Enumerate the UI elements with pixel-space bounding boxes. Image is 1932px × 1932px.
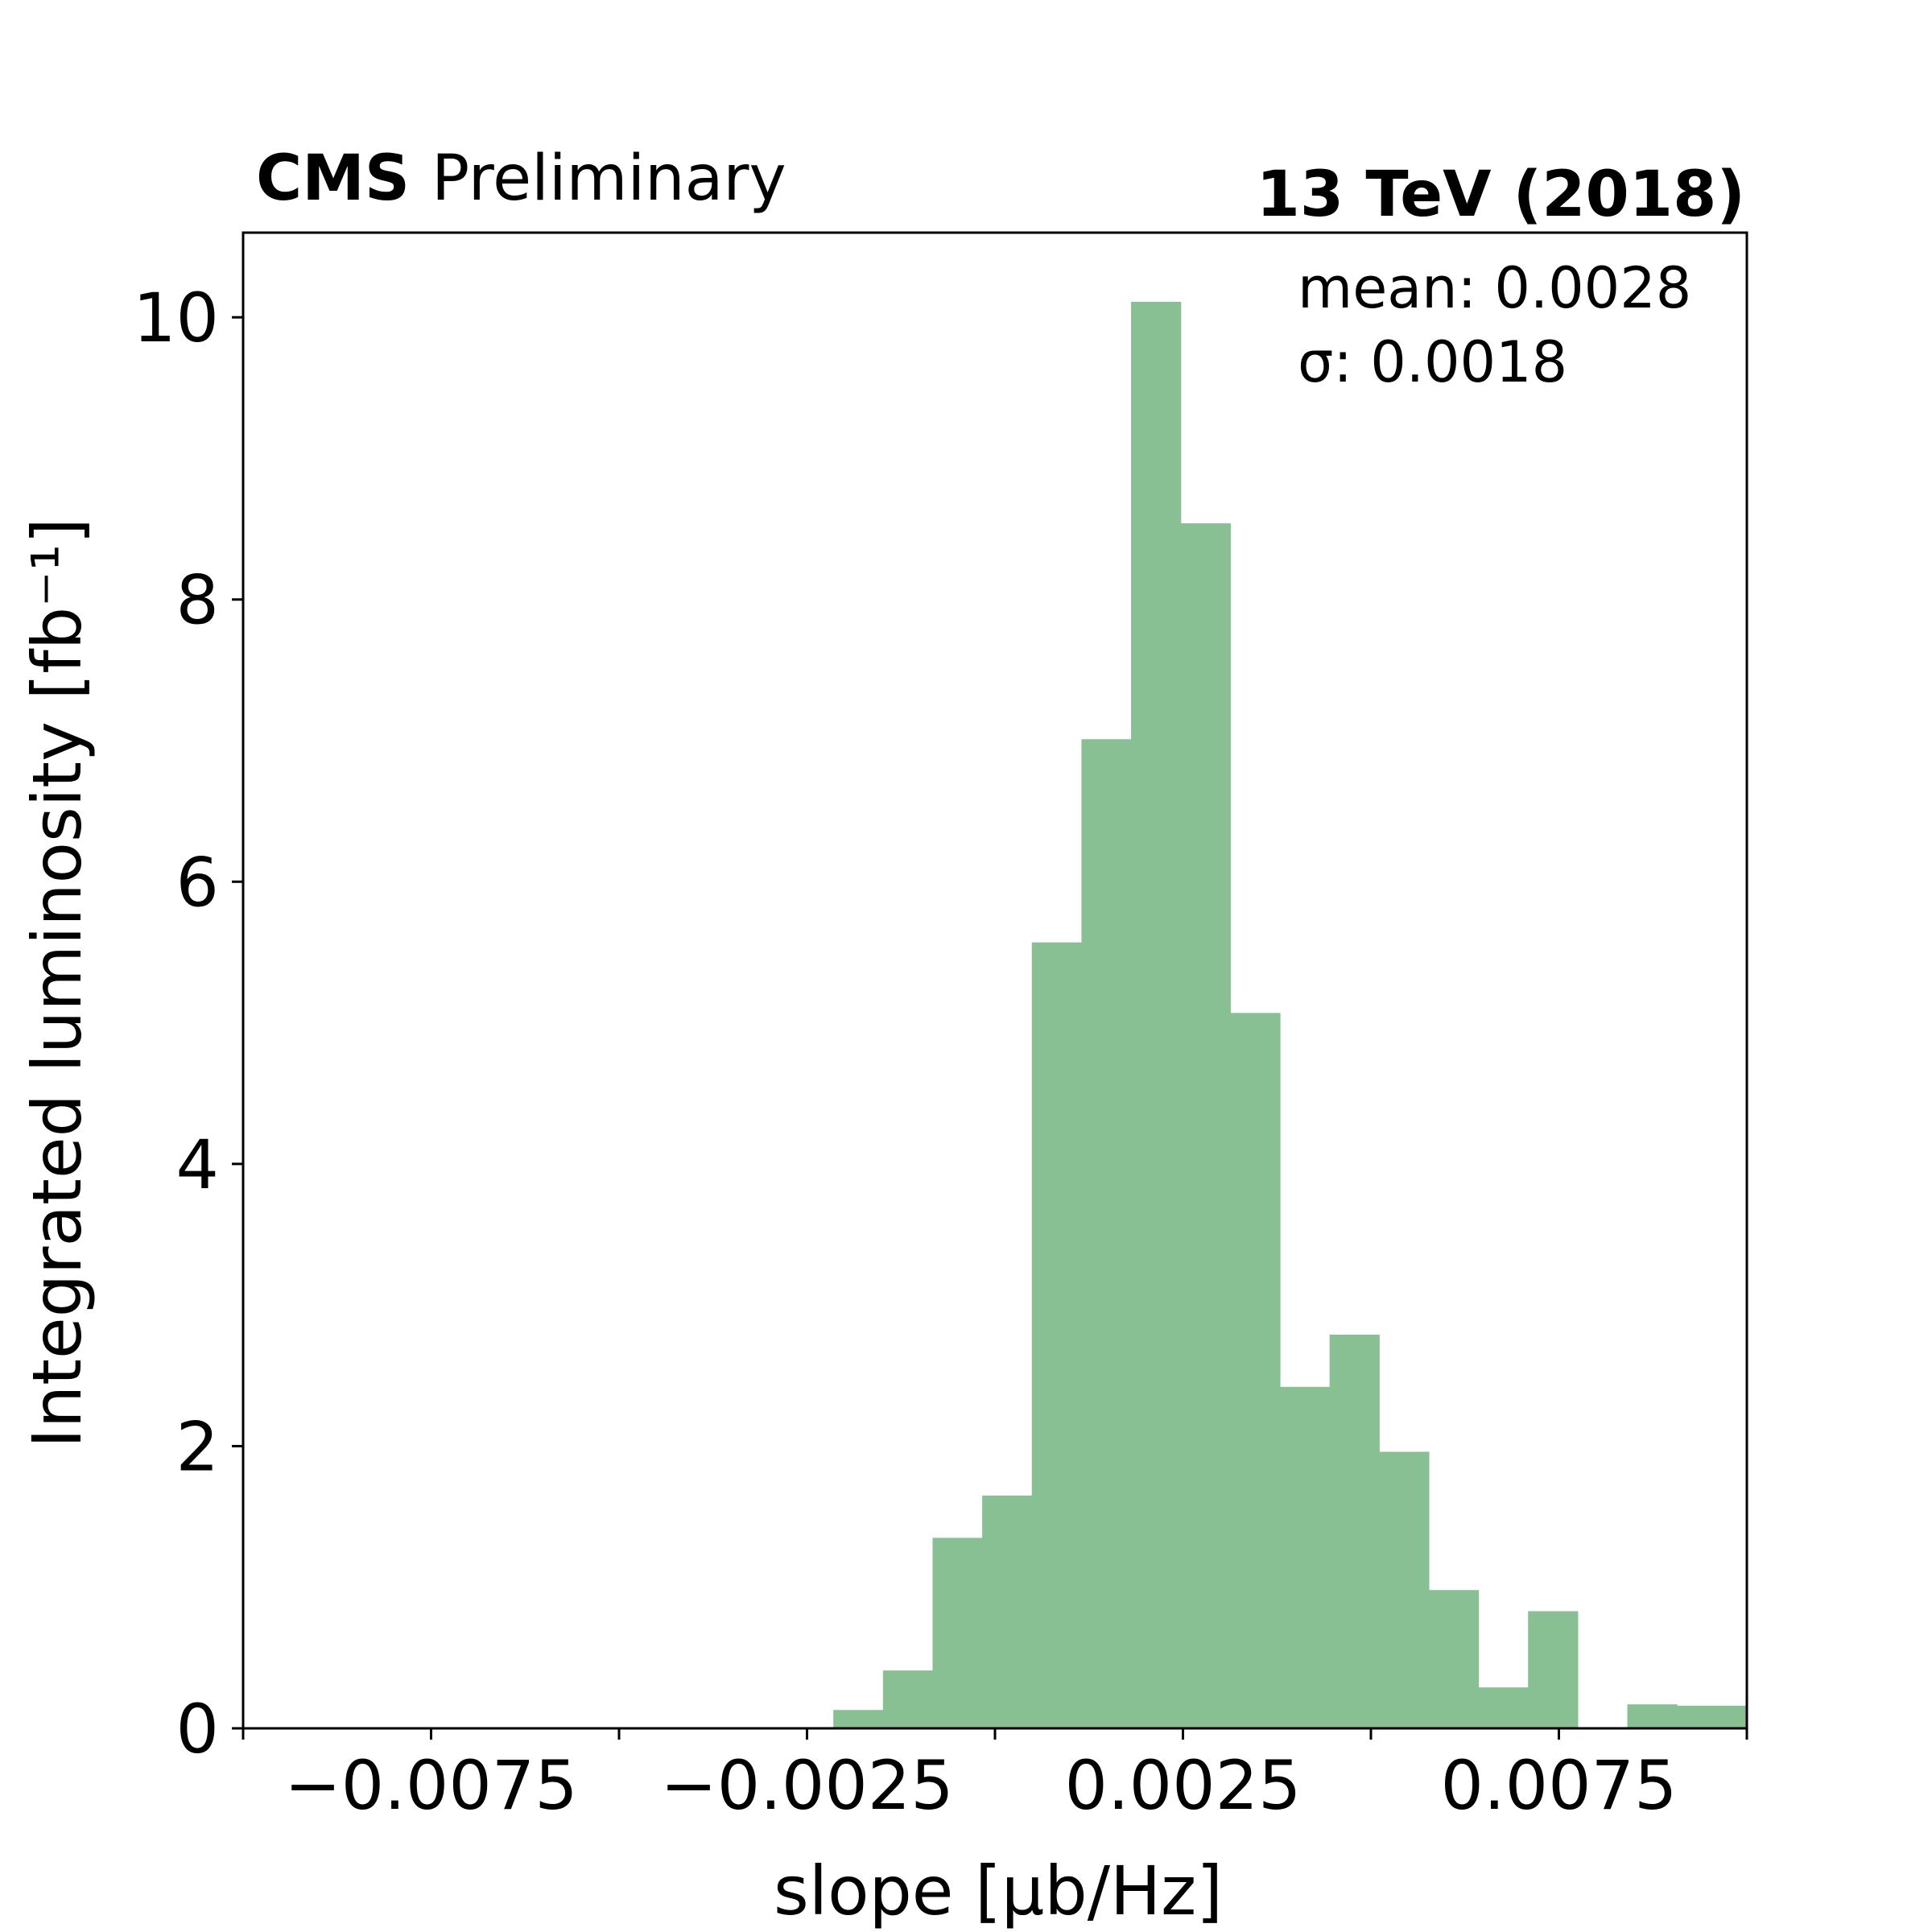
y-tick-label-5: 10 [133, 279, 219, 357]
histogram-bars [833, 301, 1748, 1728]
header-left: CMS Preliminary [256, 142, 786, 215]
histogram-bar-11 [1379, 1451, 1430, 1728]
histogram-bar-1 [882, 1670, 934, 1728]
y-tick-label-1: 2 [176, 1407, 219, 1486]
stats-mean: mean: 0.0028 [1298, 255, 1691, 321]
y-axis-title: Integrated luminosity [fb⁻¹] [18, 518, 97, 1448]
histogram-bar-7 [1180, 523, 1231, 1728]
histogram-bar-2 [932, 1538, 983, 1728]
x-axis-ticks: −0.0075 −0.0025 0.0025 0.0075 [242, 1728, 1748, 1825]
x-tick-label-3: −0.0025 [660, 1746, 953, 1825]
plot-frame [242, 231, 1748, 1730]
histogram-bar-0 [833, 1710, 884, 1728]
histogram-bar-14 [1528, 1611, 1579, 1728]
experiment-label: CMS [256, 142, 410, 215]
histogram-bar-6 [1131, 301, 1182, 1728]
energy-label: 13 TeV (2018) [1257, 159, 1745, 231]
y-axis-ticks: 0 2 4 6 8 10 [133, 279, 243, 1769]
x-tick-label-7: 0.0075 [1441, 1746, 1678, 1825]
histogram-bar-8 [1230, 1013, 1281, 1728]
stats-sigma: σ: 0.0018 [1298, 329, 1567, 395]
histogram-bar-3 [982, 1495, 1033, 1728]
status-label: Preliminary [431, 142, 786, 215]
histogram-bar-17 [1677, 1705, 1748, 1728]
y-tick-label-0: 0 [176, 1690, 219, 1769]
histogram-bar-12 [1428, 1590, 1480, 1728]
x-tick-label-1: −0.0075 [284, 1746, 577, 1825]
y-tick-label-3: 6 [176, 843, 219, 922]
y-tick-label-2: 4 [176, 1125, 219, 1204]
x-axis-title: slope [µb/Hz] [774, 1852, 1223, 1930]
histogram-bar-9 [1279, 1386, 1331, 1728]
histogram-bar-16 [1627, 1704, 1678, 1728]
histogram-bar-5 [1081, 739, 1132, 1728]
x-tick-label-5: 0.0025 [1065, 1746, 1302, 1825]
histogram-bar-13 [1478, 1687, 1529, 1728]
histogram-bar-10 [1329, 1334, 1380, 1728]
histogram-bar-4 [1031, 942, 1083, 1728]
y-tick-label-4: 8 [176, 561, 219, 640]
